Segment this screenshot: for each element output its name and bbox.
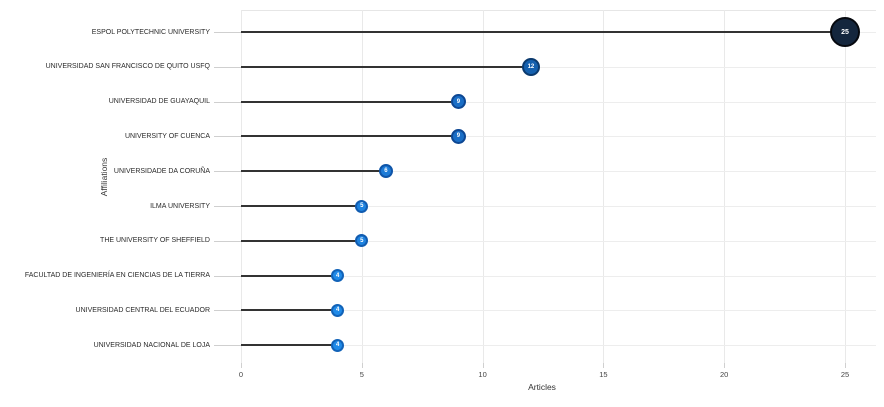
plot-top-border xyxy=(241,10,876,11)
lollipop-stem xyxy=(241,205,362,207)
category-label: UNIVERSITY OF CUENCA xyxy=(124,132,210,140)
y-tick-mark xyxy=(214,275,241,277)
y-tick-mark xyxy=(214,32,241,33)
y-tick-mark xyxy=(214,101,241,103)
x-tick-mark xyxy=(482,363,484,368)
row-gridline xyxy=(241,206,876,207)
row-gridline xyxy=(241,101,876,103)
category-label: THE UNIVERSITY OF SHEFFIELD xyxy=(100,237,210,245)
data-point-marker[interactable]: 4 xyxy=(331,269,345,283)
data-point-marker[interactable]: 9 xyxy=(450,128,466,144)
data-point-marker[interactable]: 9 xyxy=(450,94,466,110)
x-gridline xyxy=(724,10,726,363)
lollipop-stem xyxy=(241,274,338,277)
lollipop-stem xyxy=(241,100,459,103)
x-gridline xyxy=(603,10,605,363)
x-tick-label: 10 xyxy=(478,370,487,379)
x-gridline xyxy=(845,10,846,363)
x-tick-label: 5 xyxy=(359,370,364,379)
lollipop-stem xyxy=(241,65,531,68)
lollipop-stem xyxy=(241,239,362,242)
y-tick-mark xyxy=(214,66,241,68)
category-label: ILMA UNIVERSITY xyxy=(150,202,210,210)
y-tick-mark xyxy=(214,310,241,312)
data-point-marker[interactable]: 12 xyxy=(521,57,540,76)
y-tick-mark xyxy=(214,240,241,242)
category-label: ESPOL POLYTECHNIC UNIVERSITY xyxy=(91,28,210,36)
x-axis-title: Articles xyxy=(528,382,556,392)
x-gridline xyxy=(482,10,484,363)
row-gridline xyxy=(241,345,876,347)
category-label: UNIVERSIDAD CENTRAL DEL ECUADOR xyxy=(75,306,210,314)
category-label: UNIVERSIDAD DE GUAYAQUIL xyxy=(108,98,210,106)
y-tick-mark xyxy=(214,345,241,347)
lollipop-stem xyxy=(241,135,459,138)
data-point-marker[interactable]: 5 xyxy=(355,234,369,248)
row-gridline xyxy=(241,275,876,277)
category-label: UNIVERSIDADE DA CORUÑA xyxy=(113,167,210,175)
lollipop-stem xyxy=(241,344,338,347)
row-gridline xyxy=(241,240,876,242)
y-tick-mark xyxy=(214,206,241,207)
x-tick-label: 15 xyxy=(599,370,608,379)
x-tick-mark xyxy=(845,363,846,368)
x-gridline xyxy=(241,10,242,363)
y-tick-mark xyxy=(214,171,241,173)
data-point-marker[interactable]: 4 xyxy=(331,338,345,352)
lollipop-stem xyxy=(241,309,338,312)
lollipop-stem xyxy=(241,31,845,33)
x-gridline xyxy=(361,10,363,363)
data-point-marker[interactable]: 5 xyxy=(355,199,369,213)
category-label: UNIVERSIDAD NACIONAL DE LOJA xyxy=(93,341,210,349)
x-tick-mark xyxy=(361,363,363,368)
data-point-marker[interactable]: 4 xyxy=(331,303,345,317)
y-tick-mark xyxy=(214,136,241,138)
data-point-marker[interactable]: 25 xyxy=(830,17,860,47)
lollipop-stem xyxy=(241,170,386,173)
x-tick-mark xyxy=(724,363,726,368)
row-gridline xyxy=(241,310,876,312)
category-label: UNIVERSIDAD SAN FRANCISCO DE QUITO USFQ xyxy=(45,63,210,71)
data-point-marker[interactable]: 6 xyxy=(378,164,393,179)
x-tick-label: 20 xyxy=(720,370,729,379)
row-gridline xyxy=(241,136,876,138)
x-tick-label: 25 xyxy=(840,370,850,379)
x-tick-mark xyxy=(241,363,242,368)
category-label: FACULTAD DE INGENIERÍA EN CIENCIAS DE LA… xyxy=(24,272,210,280)
row-gridline xyxy=(241,171,876,173)
x-tick-label: 0 xyxy=(238,370,244,379)
x-tick-mark xyxy=(603,363,605,368)
row-gridline xyxy=(241,66,876,68)
